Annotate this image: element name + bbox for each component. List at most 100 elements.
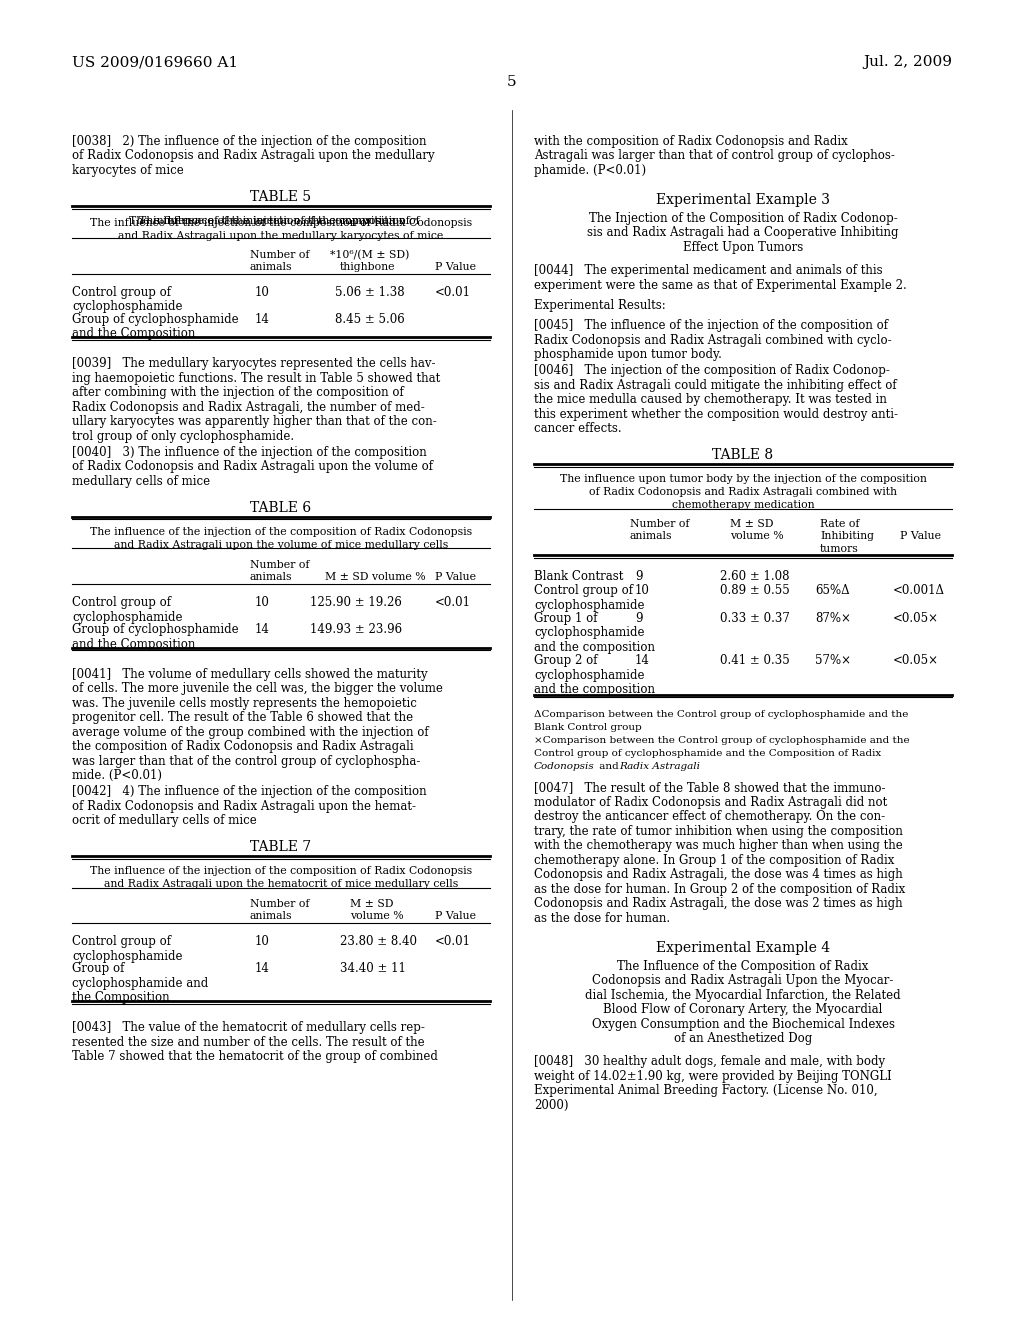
Text: TABLE 5: TABLE 5 xyxy=(251,190,311,205)
Text: sis and Radix Astragali had a Cooperative Inhibiting: sis and Radix Astragali had a Cooperativ… xyxy=(587,226,899,239)
Text: ocrit of medullary cells of mice: ocrit of medullary cells of mice xyxy=(72,814,257,828)
Text: karyocytes of mice: karyocytes of mice xyxy=(72,164,183,177)
Text: TABLE 8: TABLE 8 xyxy=(713,449,773,462)
Text: Experimental Example 4: Experimental Example 4 xyxy=(656,941,830,954)
Text: was larger than that of the control group of cyclophospha-: was larger than that of the control grou… xyxy=(72,755,421,767)
Text: the composition of Radix Codonopsis and Radix Astragali: the composition of Radix Codonopsis and … xyxy=(72,741,414,752)
Text: Group 2 of: Group 2 of xyxy=(534,653,597,667)
Text: as the dose for human. In Group 2 of the composition of Radix: as the dose for human. In Group 2 of the… xyxy=(534,883,905,896)
Text: Jul. 2, 2009: Jul. 2, 2009 xyxy=(863,55,952,69)
Text: 5.06 ± 1.38: 5.06 ± 1.38 xyxy=(335,286,404,298)
Text: 14: 14 xyxy=(635,653,650,667)
Text: of cells. The more juvenile the cell was, the bigger the volume: of cells. The more juvenile the cell was… xyxy=(72,682,442,696)
Text: 10: 10 xyxy=(255,936,270,948)
Text: 65%Δ: 65%Δ xyxy=(815,585,850,598)
Text: mide. (P<0.01): mide. (P<0.01) xyxy=(72,770,162,781)
Text: 14: 14 xyxy=(255,623,270,636)
Text: 0.33 ± 0.37: 0.33 ± 0.37 xyxy=(720,612,790,624)
Text: <0.05×: <0.05× xyxy=(893,612,939,624)
Text: cyclophosphamide: cyclophosphamide xyxy=(534,627,644,639)
Text: 57%×: 57%× xyxy=(815,653,851,667)
Text: and the composition: and the composition xyxy=(534,642,655,653)
Text: chemotherapy alone. In Group 1 of the composition of Radix: chemotherapy alone. In Group 1 of the co… xyxy=(534,854,894,867)
Text: Control group of: Control group of xyxy=(72,286,171,298)
Text: Blank Control group: Blank Control group xyxy=(534,723,642,733)
Text: thighbone: thighbone xyxy=(340,263,395,272)
Text: chemotherapy medication: chemotherapy medication xyxy=(672,500,814,510)
Text: Radix Codonopsis and Radix Astragali, the number of med-: Radix Codonopsis and Radix Astragali, th… xyxy=(72,401,425,414)
Text: ing haemopoietic functions. The result in Table 5 showed that: ing haemopoietic functions. The result i… xyxy=(72,372,440,385)
Text: Inhibiting: Inhibiting xyxy=(820,531,874,541)
Text: [0041]   The volume of medullary cells showed the maturity: [0041] The volume of medullary cells sho… xyxy=(72,668,428,681)
Text: phosphamide upon tumor body.: phosphamide upon tumor body. xyxy=(534,348,722,362)
Text: Number of: Number of xyxy=(250,899,309,909)
Text: 125.90 ± 19.26: 125.90 ± 19.26 xyxy=(310,597,401,609)
Text: Group of: Group of xyxy=(72,962,124,975)
Text: volume %: volume % xyxy=(730,531,783,541)
Text: <0.01: <0.01 xyxy=(435,597,471,609)
Text: Control group of: Control group of xyxy=(72,597,171,609)
Text: Number of: Number of xyxy=(250,249,309,260)
Text: cyclophosphamide and: cyclophosphamide and xyxy=(72,977,208,990)
Text: <0.05×: <0.05× xyxy=(893,653,939,667)
Text: tumors: tumors xyxy=(820,544,859,553)
Text: weight of 14.02±1.90 kg, were provided by Beijing TONGLI: weight of 14.02±1.90 kg, were provided b… xyxy=(534,1069,892,1082)
Text: Group of cyclophosphamide: Group of cyclophosphamide xyxy=(72,313,239,326)
Text: and Radix Astragali upon the hematocrit of mice medullary cells: and Radix Astragali upon the hematocrit … xyxy=(103,879,458,888)
Text: progenitor cell. The result of the Table 6 showed that the: progenitor cell. The result of the Table… xyxy=(72,711,413,725)
Text: The Influence of the Composition of Radix: The Influence of the Composition of Radi… xyxy=(617,960,868,973)
Text: 2.60 ± 1.08: 2.60 ± 1.08 xyxy=(720,570,790,583)
Text: 2000): 2000) xyxy=(534,1098,568,1111)
Text: Rate of: Rate of xyxy=(820,519,859,529)
Text: Control group of: Control group of xyxy=(72,936,171,948)
Text: Number of: Number of xyxy=(630,519,689,529)
Text: [0040]   3) The influence of the injection of the composition: [0040] 3) The influence of the injection… xyxy=(72,446,427,459)
Text: Codonopsis and Radix Astragali, the dose was 2 times as high: Codonopsis and Radix Astragali, the dose… xyxy=(534,898,902,911)
Text: 10: 10 xyxy=(255,286,270,298)
Text: 87%×: 87%× xyxy=(815,612,851,624)
Text: [0048]   30 healthy adult dogs, female and male, with body: [0048] 30 healthy adult dogs, female and… xyxy=(534,1055,885,1068)
Text: Effect Upon Tumors: Effect Upon Tumors xyxy=(683,240,803,253)
Text: P Value: P Value xyxy=(435,912,476,921)
Text: Group of cyclophosphamide: Group of cyclophosphamide xyxy=(72,623,239,636)
Text: cyclophosphamide: cyclophosphamide xyxy=(534,599,644,612)
Text: The influence of the injection of the composition of Radix Codonopsis: The influence of the injection of the co… xyxy=(90,866,472,875)
Text: ullary karyocytes was apparently higher than that of the con-: ullary karyocytes was apparently higher … xyxy=(72,416,437,428)
Text: the Composition: the Composition xyxy=(72,991,170,1005)
Text: and Radix Astragali upon the volume of mice medullary cells: and Radix Astragali upon the volume of m… xyxy=(114,540,449,549)
Text: 10: 10 xyxy=(255,597,270,609)
Text: The influence upon tumor body by the injection of the composition: The influence upon tumor body by the inj… xyxy=(559,474,927,484)
Text: 5: 5 xyxy=(507,75,517,88)
Text: cyclophosphamide: cyclophosphamide xyxy=(72,611,182,623)
Text: Control group of cyclophosphamide and the Composition of Radix: Control group of cyclophosphamide and th… xyxy=(534,750,882,758)
Text: cancer effects.: cancer effects. xyxy=(534,422,622,436)
Text: cyclophosphamide: cyclophosphamide xyxy=(72,950,182,962)
Text: trol group of only cyclophosphamide.: trol group of only cyclophosphamide. xyxy=(72,430,294,442)
Text: Group 1 of: Group 1 of xyxy=(534,612,597,624)
Text: ΔComparison between the Control group of cyclophosphamide and the: ΔComparison between the Control group of… xyxy=(534,710,908,719)
Text: <0.01: <0.01 xyxy=(435,286,471,298)
Text: and the Composition: and the Composition xyxy=(72,327,196,341)
Text: The influence of the injection of the composition of: The influence of the injection of the co… xyxy=(129,215,413,226)
Text: and the composition: and the composition xyxy=(534,682,655,696)
Text: resented the size and number of the cells. The result of the: resented the size and number of the cell… xyxy=(72,1036,425,1049)
Text: 0.89 ± 0.55: 0.89 ± 0.55 xyxy=(720,585,790,598)
Text: with the composition of Radix Codonopsis and Radix: with the composition of Radix Codonopsis… xyxy=(534,135,848,148)
Text: P Value: P Value xyxy=(435,573,476,582)
Text: of Radix Codonopsis and Radix Astragali combined with: of Radix Codonopsis and Radix Astragali … xyxy=(589,487,897,496)
Text: phamide. (P<0.01): phamide. (P<0.01) xyxy=(534,164,646,177)
Text: Blood Flow of Coronary Artery, the Myocardial: Blood Flow of Coronary Artery, the Myoca… xyxy=(603,1003,883,1016)
Text: Codonopsis and Radix Astragali, the dose was 4 times as high: Codonopsis and Radix Astragali, the dose… xyxy=(534,869,903,882)
Text: Radix Astragali: Radix Astragali xyxy=(618,763,700,771)
Text: animals: animals xyxy=(630,531,673,541)
Text: Codonopsis: Codonopsis xyxy=(534,763,595,771)
Text: [0044]   The experimental medicament and animals of this: [0044] The experimental medicament and a… xyxy=(534,264,883,277)
Text: Experimental Example 3: Experimental Example 3 xyxy=(656,193,830,207)
Text: Radix Codonopsis and Radix Astragali combined with cyclo-: Radix Codonopsis and Radix Astragali com… xyxy=(534,334,892,347)
Text: 34.40 ± 11: 34.40 ± 11 xyxy=(340,962,406,975)
Text: of Radix Codonopsis and Radix Astragali upon the hemat-: of Radix Codonopsis and Radix Astragali … xyxy=(72,800,416,813)
Text: *10⁶/(M ± SD): *10⁶/(M ± SD) xyxy=(330,249,410,260)
Text: Oxygen Consumption and the Biochemical Indexes: Oxygen Consumption and the Biochemical I… xyxy=(592,1018,895,1031)
Text: was. The juvenile cells mostly represents the hemopoietic: was. The juvenile cells mostly represent… xyxy=(72,697,417,710)
Text: 10: 10 xyxy=(635,585,650,598)
